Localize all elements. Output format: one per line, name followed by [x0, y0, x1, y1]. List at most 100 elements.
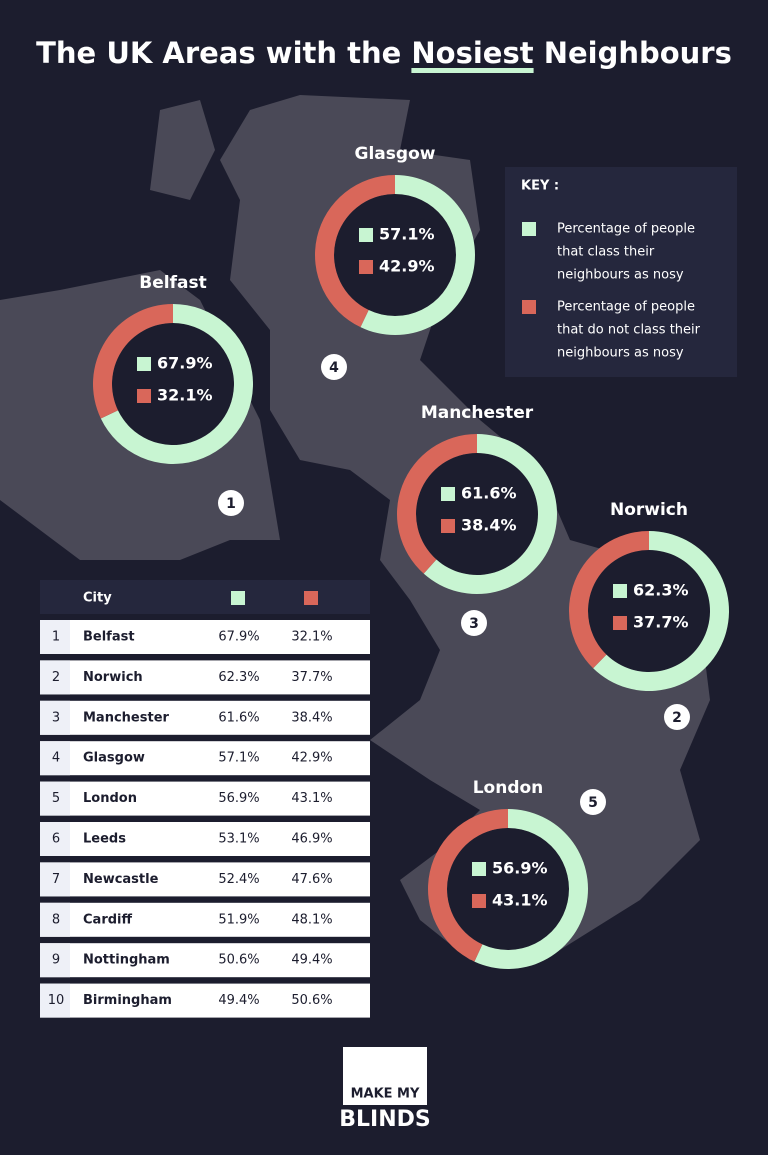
table-rank: 4	[52, 751, 60, 766]
table-row	[40, 862, 370, 897]
label-swatch	[441, 487, 455, 501]
title-highlight: Nosiest	[411, 36, 533, 70]
value-label: 62.3%	[633, 581, 689, 600]
table-rank: 1	[52, 630, 60, 645]
donut-segment	[397, 434, 477, 574]
table-city: Newcastle	[83, 872, 159, 887]
rank-cell	[40, 862, 70, 897]
value-label: 57.1%	[379, 225, 435, 244]
table-row	[40, 741, 370, 776]
table-city: Leeds	[83, 832, 126, 847]
donut-hole	[334, 194, 456, 316]
table-header-city: City	[83, 591, 112, 606]
table-city: Nottingham	[83, 953, 170, 968]
rank-badge	[461, 610, 487, 636]
label-swatch	[472, 894, 486, 908]
donut-segment	[569, 531, 649, 669]
table-rank: 8	[52, 912, 60, 927]
logo-line1: MAKE MY	[351, 1087, 420, 1102]
city-label: Manchester	[421, 403, 534, 423]
table-nosy: 52.4%	[218, 872, 259, 887]
donut-segment	[360, 175, 475, 336]
label-swatch	[441, 519, 455, 533]
table-rank: 2	[52, 670, 60, 685]
donut-hole	[416, 453, 538, 575]
logo-line2: BLINDS	[339, 1107, 431, 1132]
donut-segment	[92, 304, 173, 419]
donut-segment	[474, 809, 588, 970]
rank-cell	[40, 781, 70, 816]
city-label: Belfast	[139, 273, 206, 293]
table-nosy: 50.6%	[218, 953, 259, 968]
islands	[150, 100, 215, 200]
rank-number: 4	[329, 360, 339, 376]
table-city: Manchester	[83, 710, 170, 725]
table-not-nosy: 50.6%	[291, 993, 332, 1008]
table-not-nosy: 48.1%	[291, 912, 332, 927]
table-city: Glasgow	[83, 751, 145, 766]
table-nosy: 57.1%	[218, 751, 259, 766]
key-text: neighbours as nosy	[557, 268, 684, 283]
table-rank: 6	[52, 832, 60, 847]
donut-segment	[593, 531, 729, 692]
value-label: 43.1%	[492, 891, 548, 910]
table-not-nosy: 38.4%	[291, 710, 332, 725]
key-box	[505, 167, 737, 377]
value-label: 42.9%	[379, 257, 435, 276]
donut-segment	[315, 175, 395, 328]
table-not-nosy: 49.4%	[291, 953, 332, 968]
label-swatch	[472, 862, 486, 876]
rank-number: 1	[226, 496, 236, 512]
table-row	[40, 983, 370, 1018]
table-city: Birmingham	[83, 993, 172, 1008]
table-row	[40, 660, 370, 695]
value-label: 37.7%	[633, 613, 689, 632]
label-swatch	[359, 260, 373, 274]
rank-cell	[40, 660, 70, 695]
label-swatch	[359, 228, 373, 242]
rank-cell	[40, 700, 70, 735]
table-city: Belfast	[83, 630, 135, 645]
table-nosy: 49.4%	[218, 993, 259, 1008]
table-city: Cardiff	[83, 912, 132, 927]
table-not-nosy: 46.9%	[291, 832, 332, 847]
table-not-nosy: 37.7%	[291, 670, 332, 685]
table-rank: 5	[52, 791, 60, 806]
value-label: 38.4%	[461, 516, 517, 535]
table-rank: 10	[48, 993, 65, 1008]
label-swatch	[613, 616, 627, 630]
table-rank: 9	[52, 953, 60, 968]
rank-badge	[664, 704, 690, 730]
value-label: 67.9%	[157, 354, 213, 373]
label-swatch	[613, 584, 627, 598]
donut-segment	[423, 434, 557, 594]
key-text: that do not class their	[557, 323, 701, 338]
rank-number: 3	[469, 616, 479, 632]
rank-cell	[40, 943, 70, 978]
table-rank: 7	[52, 872, 60, 887]
donut-hole	[588, 550, 710, 672]
key-title: KEY :	[521, 179, 559, 194]
table-city: London	[83, 791, 137, 806]
rank-cell	[40, 902, 70, 937]
rank-number: 5	[588, 795, 598, 811]
table-nosy: 62.3%	[218, 670, 259, 685]
table-city: Norwich	[83, 670, 143, 685]
header-swatch	[304, 591, 318, 605]
title-part: Neighbours	[534, 36, 732, 70]
rank-badge	[321, 354, 347, 380]
title-part: The UK Areas with the	[36, 36, 411, 70]
table-nosy: 61.6%	[218, 710, 259, 725]
donut-hole	[112, 323, 234, 445]
city-label: Glasgow	[355, 144, 436, 164]
table-nosy: 53.1%	[218, 832, 259, 847]
table-nosy: 56.9%	[218, 791, 259, 806]
rank-badge	[218, 490, 244, 516]
table-not-nosy: 43.1%	[291, 791, 332, 806]
table-rank: 3	[52, 710, 60, 725]
value-label: 32.1%	[157, 386, 213, 405]
rank-cell	[40, 983, 70, 1018]
table-not-nosy: 47.6%	[291, 872, 332, 887]
table-row	[40, 822, 370, 856]
